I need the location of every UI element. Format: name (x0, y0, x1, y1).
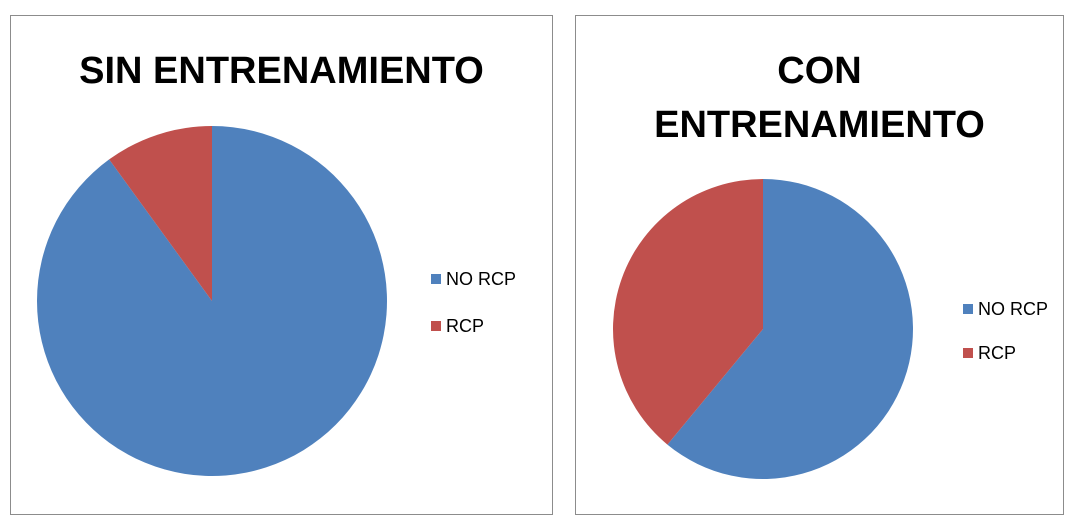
chart-title: SIN ENTRENAMIENTO (79, 50, 484, 92)
legend-label: NO RCP (978, 299, 1048, 319)
chart-title: CON ENTRENAMIENTO (654, 50, 985, 146)
legend-swatch (963, 348, 973, 358)
legend-label: RCP (978, 343, 1016, 363)
legend-swatch (963, 304, 973, 314)
legend-label: RCP (446, 316, 484, 336)
page: SIN ENTRENAMIENTO NO RCP RCP CON ENTRENAMIE… (10, 15, 1064, 515)
pie-slice (36, 126, 388, 477)
chart-panel: SIN ENTRENAMIENTO NO RCP RCP (10, 15, 553, 515)
pie-slice (667, 179, 913, 479)
pie-slice (109, 126, 212, 301)
legend-label: NO RCP (446, 269, 516, 289)
pie-area: NO RCP RCP (36, 126, 516, 477)
chart-panel: CON ENTRENAMIENTO NO RCP RCP (575, 15, 1064, 515)
pie-area: NO RCP RCP (612, 179, 1048, 479)
legend-swatch (431, 321, 441, 331)
legend-swatch (431, 274, 441, 284)
pie-slice (612, 179, 763, 445)
